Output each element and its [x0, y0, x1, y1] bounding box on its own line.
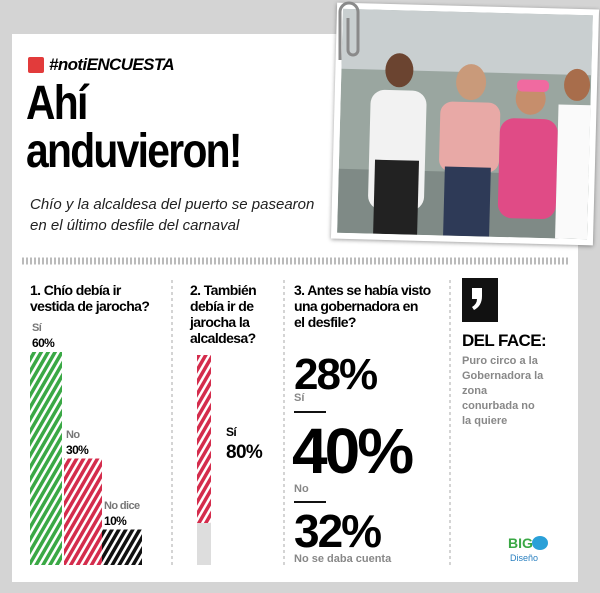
title: Ahí anduvieron!: [26, 77, 242, 178]
quote-line: la quiere: [462, 415, 508, 427]
logo-icon: [532, 536, 548, 550]
result-label: No: [294, 483, 309, 495]
bar-category: Sí: [226, 425, 237, 439]
title-line: vestida de jarocha?: [30, 298, 150, 314]
poll-title: 3. Antes se había visto una gobernadora …: [294, 282, 431, 330]
tag: #notiENCUESTA: [49, 55, 175, 74]
bar: [102, 529, 142, 565]
bar-value: 80%: [226, 442, 263, 463]
logo-name: BIG: [508, 535, 533, 551]
bar-category: Sí: [32, 322, 42, 334]
title-line: Ahí: [26, 77, 88, 130]
quote-title: DEL FACE:: [462, 331, 547, 350]
bar-category: No: [66, 428, 80, 441]
paperclip: [338, 1, 360, 60]
quote-line: conurbada no: [462, 400, 535, 412]
title-line: una gobernadora en: [294, 298, 418, 314]
title-line: 1. Chío debía ir: [30, 282, 121, 298]
title-line: 3. Antes se había visto: [294, 282, 431, 298]
result-value: 28%: [294, 350, 378, 399]
result-label: Sí: [294, 392, 305, 404]
title-line: alcaldesa?: [190, 330, 256, 346]
result-value: 32%: [294, 505, 382, 557]
title-line: el desfile?: [294, 314, 356, 330]
subtitle-line: Chío y la alcaldesa del puerto se pasear…: [30, 196, 315, 213]
title-line: debía ir de: [190, 298, 254, 314]
quote-glyph: [472, 288, 482, 310]
logo-sub: Diseño: [510, 553, 539, 563]
bar-value: 30%: [66, 442, 89, 457]
subtitle: Chío y la alcaldesa del puerto se pasear…: [30, 194, 314, 236]
quote-text: Puro circo a la Gobernadora la zona conu…: [462, 354, 543, 429]
title-line: anduvieron!: [26, 125, 242, 178]
tag-icon: [28, 57, 44, 73]
subtitle-line: en el último desfile del carnaval: [30, 217, 240, 234]
title-line: jarocha la: [190, 314, 250, 330]
title-line: 2. También: [190, 282, 257, 298]
result-label: No se daba cuenta: [294, 553, 392, 565]
quote-line: zona: [462, 385, 488, 397]
poll-title: 2. También debía ir de jarocha la alcald…: [190, 282, 257, 346]
bar-category: No dice: [104, 499, 140, 512]
bar: [30, 352, 62, 565]
result-value: 40%: [292, 415, 414, 487]
quote-line: Puro circo a la: [462, 355, 538, 367]
photo-frame: [330, 2, 600, 246]
bar-value: 10%: [104, 513, 127, 528]
poll-title: 1. Chío debía ir vestida de jarocha?: [30, 282, 150, 314]
quote-line: Gobernadora la: [462, 370, 544, 382]
bar-value: 60%: [32, 336, 55, 350]
bar: [197, 355, 211, 523]
photo: [337, 8, 593, 240]
bar: [64, 458, 102, 565]
